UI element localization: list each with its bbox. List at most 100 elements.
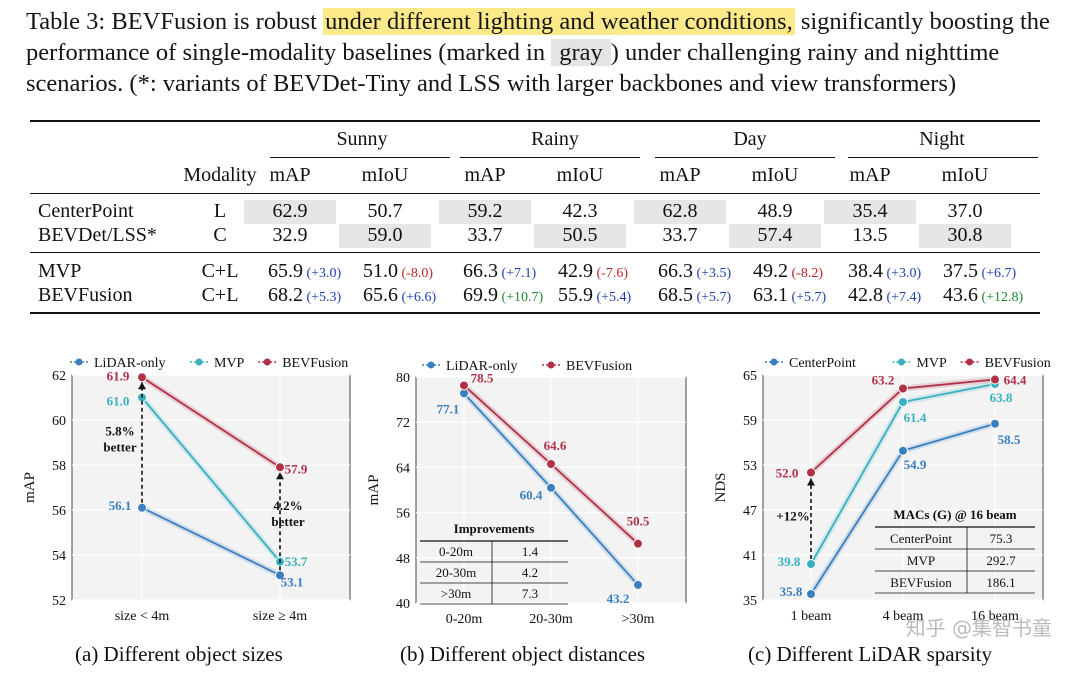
data-label: 53.7 xyxy=(285,554,308,569)
table-value: 32.9 xyxy=(272,224,308,246)
inset-table-title: Improvements xyxy=(454,521,535,536)
data-label: 43.2 xyxy=(607,591,630,606)
chart-object-distances: 40 48 56 64 72 80 0-20m 20-30m >30m mAP LiDAR-only… xyxy=(360,340,710,640)
data-point xyxy=(546,459,556,470)
x-tick-label: 16 beam xyxy=(971,609,1019,624)
data-point xyxy=(898,397,908,407)
table-value: 33.7 xyxy=(662,224,698,246)
table-value: 65.9 xyxy=(268,260,303,282)
inset-table: MACs (G) @ 16 beam CenterPoint 75.3 MVP 292.… xyxy=(875,507,1035,594)
table-value-with-delta: 43.6 (+12.8) xyxy=(943,284,1023,307)
chart-svg: 35 41 47 53 59 65 1 beam 4 beam 16 beam NDS Center… xyxy=(713,356,1051,624)
watermark: 知乎 @集智书童 xyxy=(905,616,1052,640)
table-value-with-delta: 51.0 (-8.0) xyxy=(363,260,433,283)
data-point xyxy=(898,445,908,456)
table-delta: (+3.5) xyxy=(693,266,732,281)
table-delta: (+5.7) xyxy=(788,290,827,305)
table-delta: (+6.7) xyxy=(978,266,1017,281)
table-value-with-delta: 55.9 (+5.4) xyxy=(558,284,631,307)
y-tick-label: 52 xyxy=(52,594,66,609)
table-value: 42.3 xyxy=(562,200,598,222)
series-line-bevfusion xyxy=(141,376,281,469)
metric-header: mIoU xyxy=(556,164,604,186)
table-rule xyxy=(30,312,1040,314)
data-point xyxy=(633,579,643,590)
table-value: 48.9 xyxy=(757,200,793,222)
table-delta: (+5.7) xyxy=(693,290,732,305)
y-tick-label: 35 xyxy=(743,594,757,609)
x-tick-label: >30m xyxy=(622,612,655,627)
inset-row-label: BEVFusion xyxy=(890,575,952,590)
data-point xyxy=(990,418,1000,429)
results-table: Sunny Rainy Day Night Modality mAP mIoU mAP mIoU… xyxy=(0,0,1080,330)
method-fusion-0: MVP xyxy=(38,260,82,282)
table-value: 62.8 xyxy=(662,200,698,222)
table-value: 13.5 xyxy=(852,224,888,246)
data-point xyxy=(898,383,908,394)
caption-highlight: under different lighting and weather con… xyxy=(323,8,795,35)
data-point xyxy=(806,589,816,599)
table-value: 66.3 xyxy=(658,260,693,282)
table-value-with-delta: 63.1 (+5.7) xyxy=(753,284,826,307)
table-value: 38.4 xyxy=(848,260,883,282)
legend-marker xyxy=(75,358,83,366)
data-point xyxy=(633,538,643,549)
y-axis-label: mAP xyxy=(22,472,38,503)
table-delta: (+7.1) xyxy=(498,266,537,281)
legend-marker xyxy=(770,358,778,366)
data-point xyxy=(546,482,556,493)
table-value: 35.4 xyxy=(852,200,888,222)
data-label: 52.0 xyxy=(776,466,799,481)
legend-entry-centerpoint: CenterPoint xyxy=(789,356,856,371)
gray-highlight-cell xyxy=(439,200,531,224)
table-value-with-delta: 65.9 (+3.0) xyxy=(268,260,341,283)
table-value-with-delta: 49.2 (-8.2) xyxy=(753,260,823,283)
table-value-with-delta: 68.2 (+5.3) xyxy=(268,284,341,307)
metric-header: mAP xyxy=(269,164,311,186)
table-delta: (+10.7) xyxy=(498,290,544,305)
table-value-with-delta: 37.5 (+6.7) xyxy=(943,260,1016,283)
metric-header: mIoU xyxy=(941,164,989,186)
arrow-head xyxy=(276,472,284,480)
data-label: 35.8 xyxy=(780,584,803,599)
inset-row-value: 7.3 xyxy=(522,586,538,601)
legend-entry-bevfusion: BEVFusion xyxy=(566,359,632,374)
x-tick-label: size < 4m xyxy=(115,609,170,624)
table-value: 43.6 xyxy=(943,284,978,306)
y-tick-label: 60 xyxy=(52,414,66,429)
table-value-with-delta: 66.3 (+7.1) xyxy=(463,260,536,283)
y-tick-label: 40 xyxy=(396,597,410,612)
table-value: 50.5 xyxy=(562,224,598,246)
gray-highlight-cell xyxy=(339,224,431,248)
table-delta: (+3.0) xyxy=(883,266,922,281)
table-value: 37.0 xyxy=(947,200,983,222)
table-value-with-delta: 69.9 (+10.7) xyxy=(463,284,543,307)
data-label: 61.9 xyxy=(107,368,130,383)
data-point xyxy=(275,462,285,473)
x-tick-label: 4 beam xyxy=(883,609,924,624)
subcaption-a: (a) Different object sizes xyxy=(75,642,283,666)
inset-row-label: 0-20m xyxy=(439,544,473,559)
data-point xyxy=(275,570,285,581)
y-tick-label: 41 xyxy=(743,549,757,564)
table-value: 65.6 xyxy=(363,284,398,306)
y-tick-label: 80 xyxy=(396,371,410,386)
legend-entry-lidar-only: LiDAR-only xyxy=(94,356,166,371)
annotation-text: better xyxy=(271,514,304,529)
metric-header: mAP xyxy=(849,164,891,186)
gray-highlight-cell xyxy=(634,200,726,224)
method-fusion-1: BEVFusion xyxy=(38,284,133,306)
table-delta: (-8.0) xyxy=(398,266,434,281)
data-label: 78.5 xyxy=(471,370,494,385)
table-value: 42.8 xyxy=(848,284,883,306)
table-delta: (+3.0) xyxy=(303,266,342,281)
x-tick-label: 20-30m xyxy=(529,612,573,627)
group-header-night: Night xyxy=(919,128,965,150)
table-value-with-delta: 42.9 (-7.6) xyxy=(558,260,628,283)
legend-marker xyxy=(427,361,435,369)
chart-svg: 40 48 56 64 72 80 0-20m 20-30m >30m mAP LiDAR-only… xyxy=(366,359,687,627)
chart-svg: 52 54 56 58 60 62 size < 4m size ≥ 4m mAP LiDAR-o… xyxy=(22,356,351,624)
y-axis-label: NDS xyxy=(713,472,729,502)
table-delta: (+6.6) xyxy=(398,290,437,305)
y-axis-label: mAP xyxy=(366,475,382,506)
